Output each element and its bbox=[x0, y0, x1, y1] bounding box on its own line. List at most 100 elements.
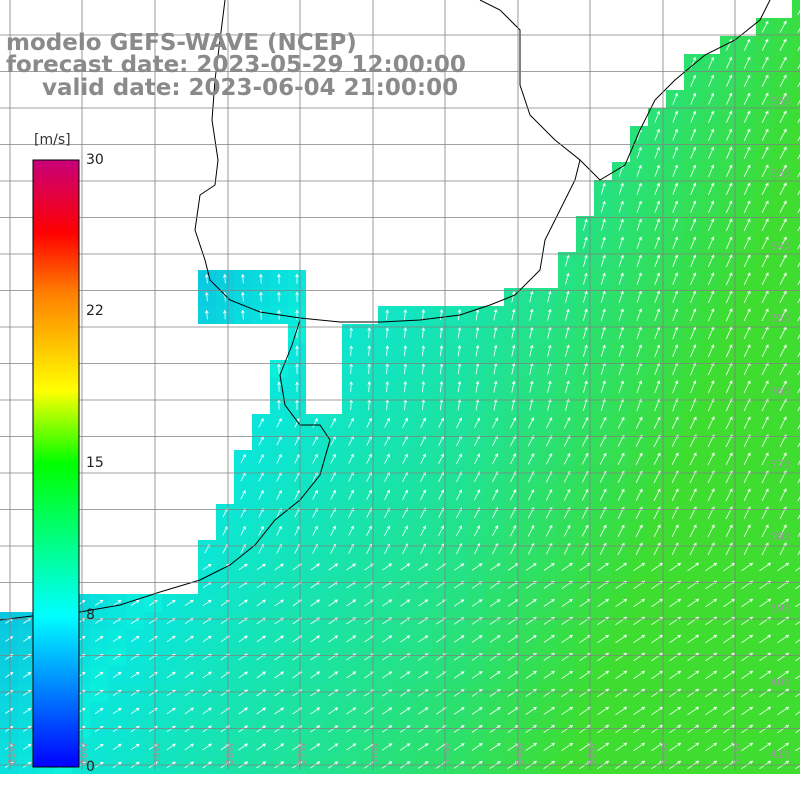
wind-arrow bbox=[579, 688, 592, 698]
wind-arrow bbox=[561, 670, 574, 680]
wind-arrow bbox=[654, 128, 660, 141]
wind-arrow bbox=[543, 634, 555, 643]
wind-arrow bbox=[797, 406, 800, 412]
wind-arrow bbox=[654, 146, 660, 159]
wind-arrow bbox=[651, 706, 664, 716]
wind-arrow bbox=[525, 706, 537, 715]
wind-arrow bbox=[545, 542, 553, 555]
wind-arrow bbox=[708, 92, 715, 105]
wind-arrow bbox=[636, 200, 642, 213]
wind-arrow bbox=[636, 164, 642, 177]
wind-arrow bbox=[705, 670, 718, 680]
wind-arrow bbox=[618, 380, 624, 394]
wind-arrow bbox=[474, 453, 480, 465]
wind-arrow bbox=[653, 488, 661, 502]
wind-arrow bbox=[256, 599, 266, 607]
wind-arrow bbox=[689, 416, 697, 430]
wind-arrow bbox=[743, 92, 751, 105]
wind-cell bbox=[792, 720, 800, 738]
wind-arrow bbox=[761, 380, 769, 394]
wind-arrow bbox=[579, 706, 592, 716]
wind-arrow bbox=[761, 20, 769, 33]
wind-arrow bbox=[761, 308, 769, 322]
wind-arrow bbox=[672, 254, 679, 267]
wind-arrow bbox=[636, 182, 642, 195]
wind-arrow bbox=[672, 236, 679, 249]
wind-arrow bbox=[797, 316, 800, 322]
wind-cell bbox=[792, 630, 800, 648]
wind-arrow bbox=[707, 380, 715, 394]
wind-arrow bbox=[456, 453, 462, 465]
wind-arrow bbox=[761, 290, 769, 304]
wind-arrow bbox=[295, 363, 299, 374]
wind-arrow bbox=[726, 128, 733, 141]
wind-arrow bbox=[202, 563, 212, 571]
wind-cell bbox=[792, 486, 800, 504]
wind-arrow bbox=[259, 273, 263, 284]
wind-arrow bbox=[527, 435, 535, 447]
wind-cell bbox=[792, 0, 800, 18]
wind-arrow bbox=[653, 524, 661, 538]
wind-cell bbox=[792, 396, 800, 414]
wind-arrow bbox=[310, 725, 321, 733]
wind-cell bbox=[792, 342, 800, 360]
wind-arrow bbox=[743, 488, 751, 502]
wind-arrow bbox=[690, 290, 697, 304]
wind-arrow bbox=[561, 688, 574, 698]
wind-arrow bbox=[382, 707, 393, 715]
colorbar bbox=[32, 159, 80, 768]
wind-arrow bbox=[725, 272, 733, 286]
wind-arrow bbox=[509, 489, 517, 501]
wind-cell bbox=[792, 252, 800, 270]
wind-arrow bbox=[636, 380, 642, 394]
wind-arrow bbox=[400, 671, 411, 679]
wind-cell bbox=[792, 612, 800, 630]
wind-arrow bbox=[726, 92, 733, 105]
wind-arrow bbox=[241, 291, 245, 302]
wind-arrow bbox=[615, 742, 628, 752]
wind-arrow bbox=[384, 453, 390, 464]
longitude-label: 55W bbox=[442, 742, 453, 765]
wind-arrow bbox=[527, 488, 535, 501]
wind-arrow bbox=[690, 200, 697, 213]
wind-arrow bbox=[328, 707, 339, 715]
wind-arrow bbox=[797, 117, 800, 123]
wind-arrow bbox=[471, 725, 483, 733]
wind-arrow bbox=[400, 563, 411, 571]
longitude-label: 59W bbox=[152, 742, 163, 765]
wind-arrow bbox=[636, 146, 642, 159]
wind-arrow bbox=[708, 254, 715, 268]
wind-arrow bbox=[599, 452, 607, 465]
wind-arrow bbox=[439, 309, 444, 321]
wind-arrow bbox=[312, 453, 318, 464]
wind-arrow bbox=[547, 308, 552, 321]
wind-arrow bbox=[417, 725, 429, 733]
wind-cell bbox=[792, 432, 800, 450]
wind-arrow bbox=[761, 488, 769, 502]
wind-arrow bbox=[707, 416, 715, 430]
wind-arrow bbox=[779, 488, 787, 502]
wind-cell bbox=[792, 666, 800, 684]
wind-arrow bbox=[797, 28, 800, 33]
wind-arrow bbox=[761, 344, 769, 358]
wind-arrow bbox=[797, 370, 800, 376]
wind-arrow bbox=[651, 598, 664, 608]
wind-arrow bbox=[795, 603, 800, 608]
wind-arrow bbox=[743, 380, 751, 394]
wind-arrow bbox=[690, 272, 697, 286]
wind-arrow bbox=[759, 706, 772, 716]
colorbar-tick-22: 22 bbox=[86, 303, 104, 319]
wind-arrow bbox=[635, 524, 643, 538]
wind-cell bbox=[792, 360, 800, 378]
wind-arrow bbox=[741, 598, 754, 608]
wind-arrow bbox=[725, 200, 733, 214]
wind-arrow bbox=[687, 688, 700, 698]
wind-arrow bbox=[599, 524, 607, 537]
wind-arrow bbox=[223, 309, 227, 320]
wind-arrow bbox=[295, 273, 299, 284]
wind-arrow bbox=[238, 743, 249, 751]
wind-arrow bbox=[671, 524, 679, 538]
wind-arrow bbox=[457, 326, 462, 339]
wind-arrow bbox=[671, 452, 679, 466]
wind-arrow bbox=[420, 489, 426, 501]
